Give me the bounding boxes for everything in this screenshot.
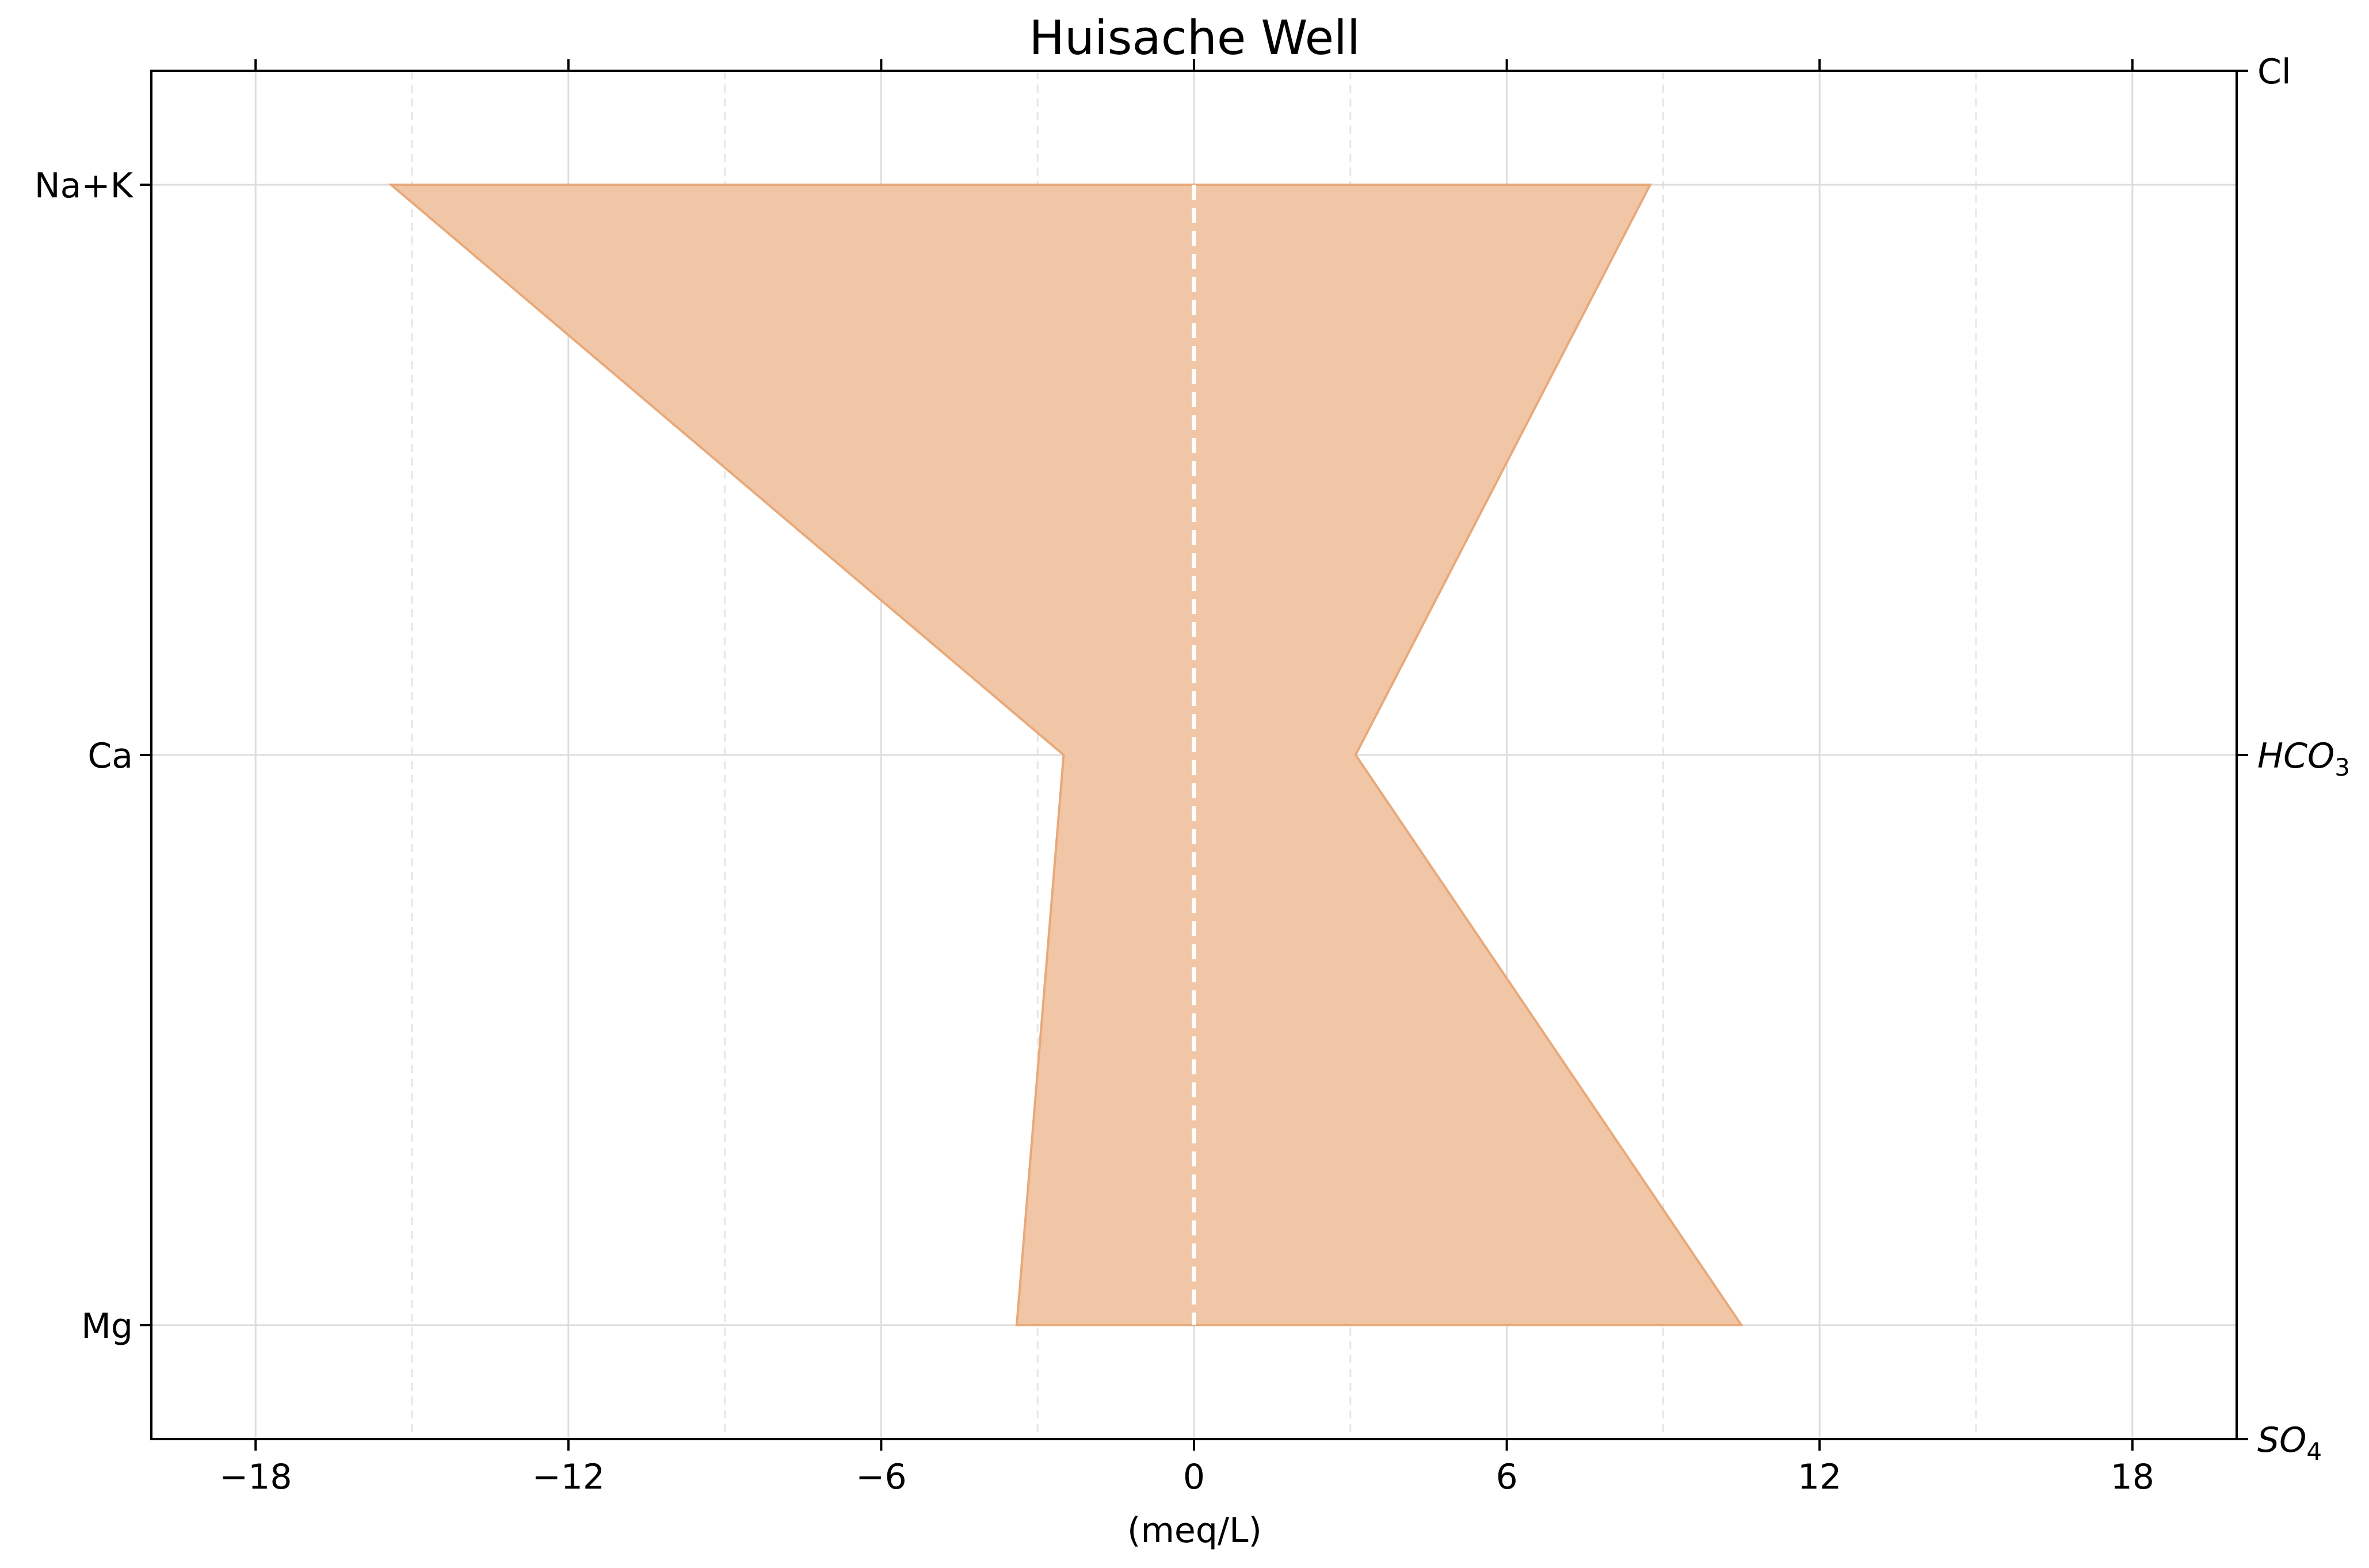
- x-tick-label: 6: [1496, 1457, 1518, 1497]
- stiff-polygon: [388, 184, 1744, 1326]
- x-tick-label: −12: [532, 1457, 605, 1497]
- x-axis-label: (meq/L): [1127, 1510, 1262, 1551]
- x-tick-label: −18: [219, 1457, 292, 1497]
- data-layer: [388, 184, 1744, 1326]
- x-tick-label: 18: [2111, 1457, 2154, 1497]
- y-right-tick-label: Cl: [2257, 52, 2291, 92]
- x-tick-label: 0: [1183, 1457, 1205, 1497]
- x-tick-label: 12: [1798, 1457, 1841, 1497]
- y-left-tick-label: Mg: [81, 1306, 133, 1346]
- x-tick-label: −6: [856, 1457, 906, 1497]
- y-left-tick-label: Ca: [87, 736, 133, 776]
- y-right-tick-label: SO4: [2257, 1420, 2322, 1466]
- y-left-tick-label: Na+K: [35, 166, 134, 206]
- axes-layer: −18 −12 −6 0 6 12 18 Mg Ca Na+K SO4 HCO3 Cl: [35, 52, 2350, 1497]
- chart-title: Huisache Well: [1029, 11, 1360, 66]
- y-right-tick-label: HCO3: [2257, 736, 2350, 781]
